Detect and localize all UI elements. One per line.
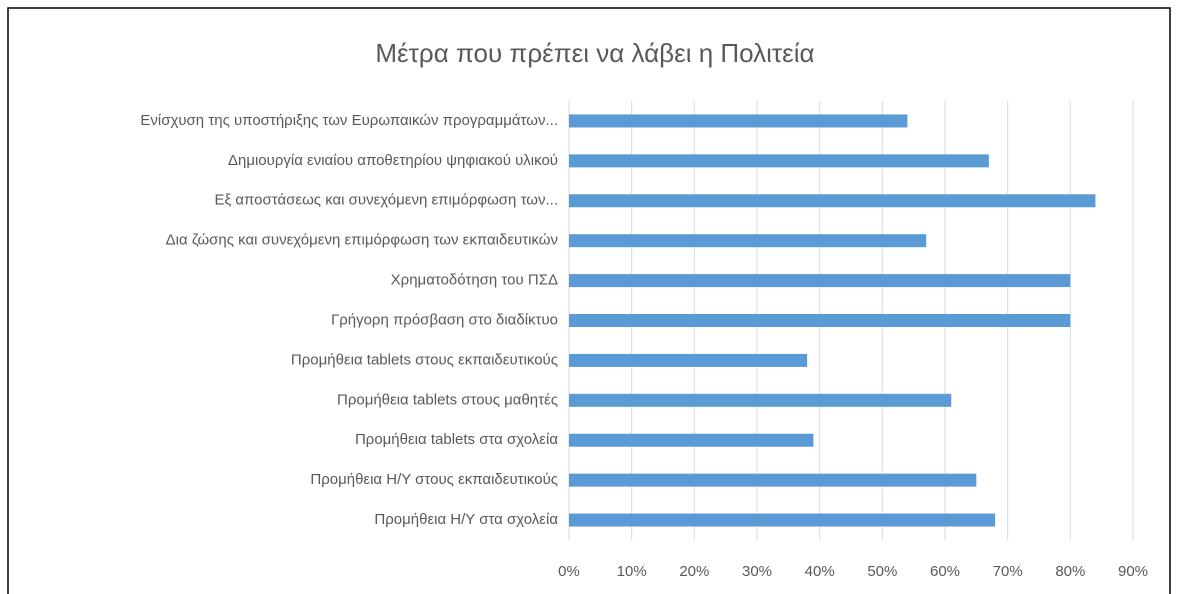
y-tick-label: Εξ αποστάσεως και συνεχόμενη επιμόρφωση … [214, 192, 558, 209]
y-tick-label: Ενίσχυση της υποστήριξης των Ευρωπαικών … [140, 112, 558, 129]
bar [569, 353, 808, 367]
y-tick-label: Προμήθεια tablets στα σχολεία [355, 431, 558, 448]
y-tick-label: Προμήθεια tablets στους μαθητές [337, 391, 558, 408]
chart-title: Μέτρα που πρέπει να λάβει η Πολιτεία [375, 38, 814, 68]
y-tick-label: Προμήθεια Η/Υ στα σχολεία [374, 511, 558, 528]
bar [569, 433, 814, 447]
bar [569, 393, 952, 407]
y-tick-label: Χρηματοδότηση του ΠΣΔ [391, 272, 558, 289]
x-tick-label: 70% [993, 563, 1023, 580]
bar [569, 114, 908, 128]
x-tick-label: 10% [617, 563, 647, 580]
bar [569, 473, 977, 487]
y-tick-label: Δημιουργία ενιαίου αποθετηρίου ψηφιακού … [228, 152, 558, 169]
chart-border [7, 7, 1171, 594]
x-tick-label: 40% [805, 563, 835, 580]
y-tick-label: Γρήγορη πρόσβαση στο διαδίκτυο [331, 311, 558, 328]
x-tick-label: 0% [558, 563, 580, 580]
bar [569, 513, 996, 527]
x-tick-label: 50% [867, 563, 897, 580]
bar [569, 234, 927, 248]
x-tick-label: 30% [742, 563, 772, 580]
bar [569, 274, 1071, 288]
x-tick-label: 60% [930, 563, 960, 580]
y-tick-label: Δια ζώσης και συνεχόμενη επιμόρφωση των … [166, 232, 558, 249]
bar [569, 314, 1071, 327]
y-tick-label: Προμήθεια tablets στους εκπαιδευτικούς [291, 351, 558, 368]
y-tick-label: Προμήθεια Η/Υ στους εκπαιδευτικούς [310, 471, 558, 488]
bar [569, 194, 1096, 208]
x-tick-label: 20% [679, 563, 709, 580]
x-tick-label: 90% [1118, 563, 1148, 580]
x-tick-label: 80% [1055, 563, 1085, 580]
bar [569, 154, 989, 168]
